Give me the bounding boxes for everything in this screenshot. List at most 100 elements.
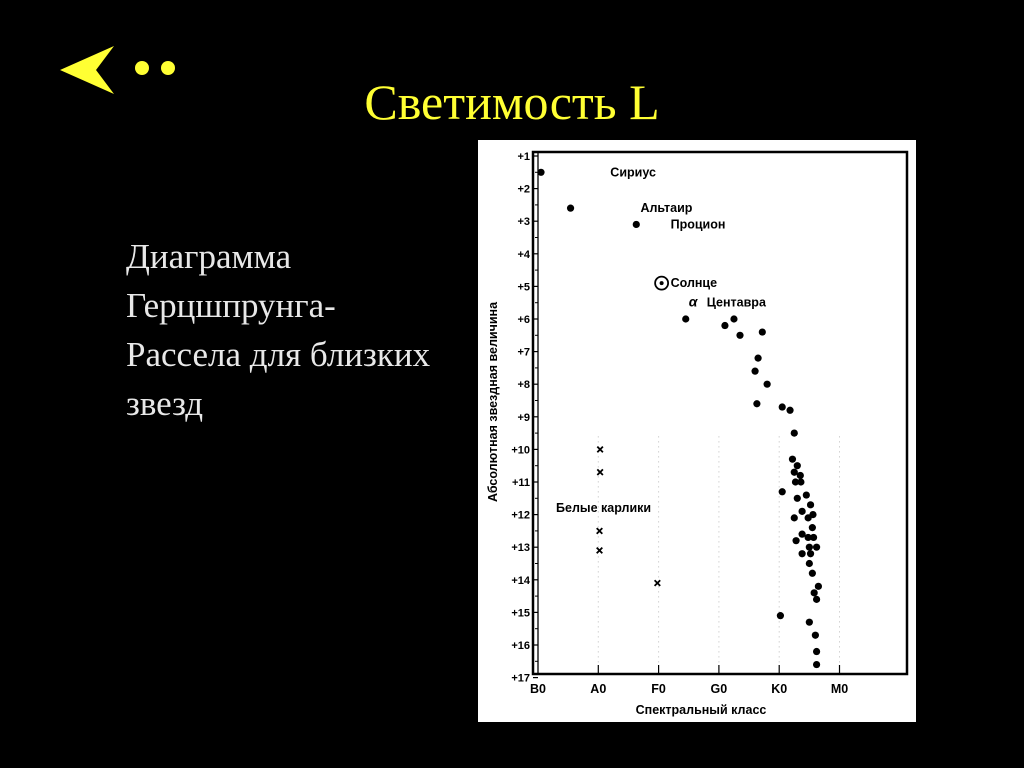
star-point: [805, 559, 813, 568]
y-tick-label: +10: [511, 444, 530, 456]
star-point: [812, 595, 821, 603]
y-tick-label: +8: [517, 379, 530, 391]
star-point: [791, 478, 800, 486]
data-points: [537, 168, 822, 669]
hr-diagram-chart: +1 +2 +3 +4 +5 +6 +7 +8 +9 +10 +11 +12 +13 +14 +15 +16 +…: [486, 150, 909, 717]
slide-caption: Диаграмма Герцшпрунга- Рассела для близк…: [126, 232, 486, 428]
star-point: [566, 204, 575, 212]
x-tick-label: F0: [651, 682, 666, 696]
star-point: [793, 462, 801, 470]
back-button[interactable]: [58, 44, 182, 96]
y-tick-label: +11: [512, 477, 530, 489]
star-point: [730, 315, 738, 323]
y-tick-label: +9: [517, 412, 530, 424]
y-tick-label: +16: [511, 640, 530, 652]
star-point: [798, 530, 806, 538]
white-dwarf-point: [596, 468, 604, 476]
x-tick-label: K0: [771, 682, 787, 696]
y-tick-label: +13: [511, 542, 530, 554]
y-tick-label: +5: [517, 281, 530, 293]
star-point: [808, 569, 816, 577]
caption-line: Диаграмма: [126, 237, 292, 276]
y-tick-label: +15: [511, 607, 530, 619]
star-point: [776, 612, 785, 620]
y-tick-label: +17: [511, 673, 530, 685]
y-tick-label: +4: [517, 249, 530, 261]
star-point: [758, 328, 766, 336]
nav-dot: [161, 61, 175, 75]
y-tick-label: +3: [517, 216, 530, 228]
star-point: [808, 524, 816, 532]
star-point: [632, 220, 640, 229]
back-arrow-dots-icon: [60, 46, 175, 94]
white-dwarf-point: [596, 445, 604, 453]
x-tick-labels: B0 A0 F0 G0 K0 M0: [530, 682, 848, 696]
annotation-label: Центавра: [707, 296, 767, 310]
annotation-label: Сириус: [610, 165, 656, 179]
annotation-label: Процион: [671, 217, 726, 231]
y-tick-label: +14: [511, 575, 531, 587]
star-point: [788, 455, 797, 463]
y-tick-label: +12: [511, 510, 530, 522]
y-tick-label: +2: [517, 184, 530, 196]
star-point: [809, 533, 818, 542]
white-dwarf-point: [596, 547, 603, 554]
star-point: [790, 429, 798, 437]
star-point: [811, 631, 819, 639]
star-point: [790, 468, 798, 476]
star-point: [805, 618, 813, 626]
annotation-label: Белые карлики: [556, 501, 651, 515]
star-point: [805, 543, 813, 551]
y-tick-label: +1: [517, 151, 530, 163]
y-tick-labels: +1 +2 +3 +4 +5 +6 +7 +8 +9 +10 +11 +12 +13 +14 +15 +16 +…: [511, 151, 531, 685]
star-point: [798, 507, 806, 515]
axis-ticks: [533, 152, 841, 679]
star-point: [778, 403, 786, 411]
star-point: [786, 406, 794, 414]
caption-line: Рассела для близких: [126, 335, 431, 374]
annotation-label: α: [689, 294, 699, 310]
x-tick-label: A0: [590, 682, 606, 696]
y-tick-label: +6: [517, 314, 530, 326]
star-point: [812, 647, 821, 656]
star-point: [814, 582, 822, 590]
star-point: [796, 471, 804, 480]
star-point: [792, 537, 800, 545]
white-dwarf-point: [596, 527, 603, 535]
y-axis-label: Абсолютная звездная величина: [486, 301, 500, 502]
white-dwarf-point: [653, 579, 661, 587]
star-point: [806, 550, 815, 558]
star-point: [804, 533, 812, 542]
hr-diagram-panel: +1 +2 +3 +4 +5 +6 +7 +8 +9 +10 +11 +12 +13 +14 +15 +16 +…: [478, 140, 916, 722]
back-arrow-shape: [60, 46, 114, 94]
star-point: [812, 660, 821, 669]
y-tick-label: +7: [517, 347, 530, 359]
nav-dot: [135, 61, 149, 75]
star-point: [797, 478, 805, 486]
star-point: [778, 488, 786, 496]
star-point: [754, 354, 762, 362]
star-point: [810, 589, 818, 597]
star-point: [790, 514, 798, 522]
star-point: [736, 331, 744, 339]
caption-line: звезд: [126, 384, 204, 423]
star-point: [763, 380, 771, 388]
slide-title: Светимость L: [364, 74, 660, 130]
star-point: [798, 550, 806, 558]
star-point: [721, 321, 729, 330]
x-tick-label: M0: [831, 682, 848, 696]
x-axis-label: Спектральный класс: [636, 703, 767, 717]
star-point: [751, 367, 759, 375]
star-point: [806, 501, 815, 509]
annotation-label: Альтаир: [640, 201, 692, 215]
caption-line: Герцшпрунга-: [126, 286, 336, 325]
star-point: [793, 494, 801, 502]
star-point: [537, 168, 545, 176]
star-point: [682, 315, 690, 323]
annotation-label: Солнце: [671, 276, 718, 290]
x-tick-label: G0: [711, 682, 728, 696]
sun-point: [654, 275, 670, 291]
star-point: [753, 400, 761, 408]
star-point: [802, 491, 810, 499]
star-point: [809, 511, 817, 519]
